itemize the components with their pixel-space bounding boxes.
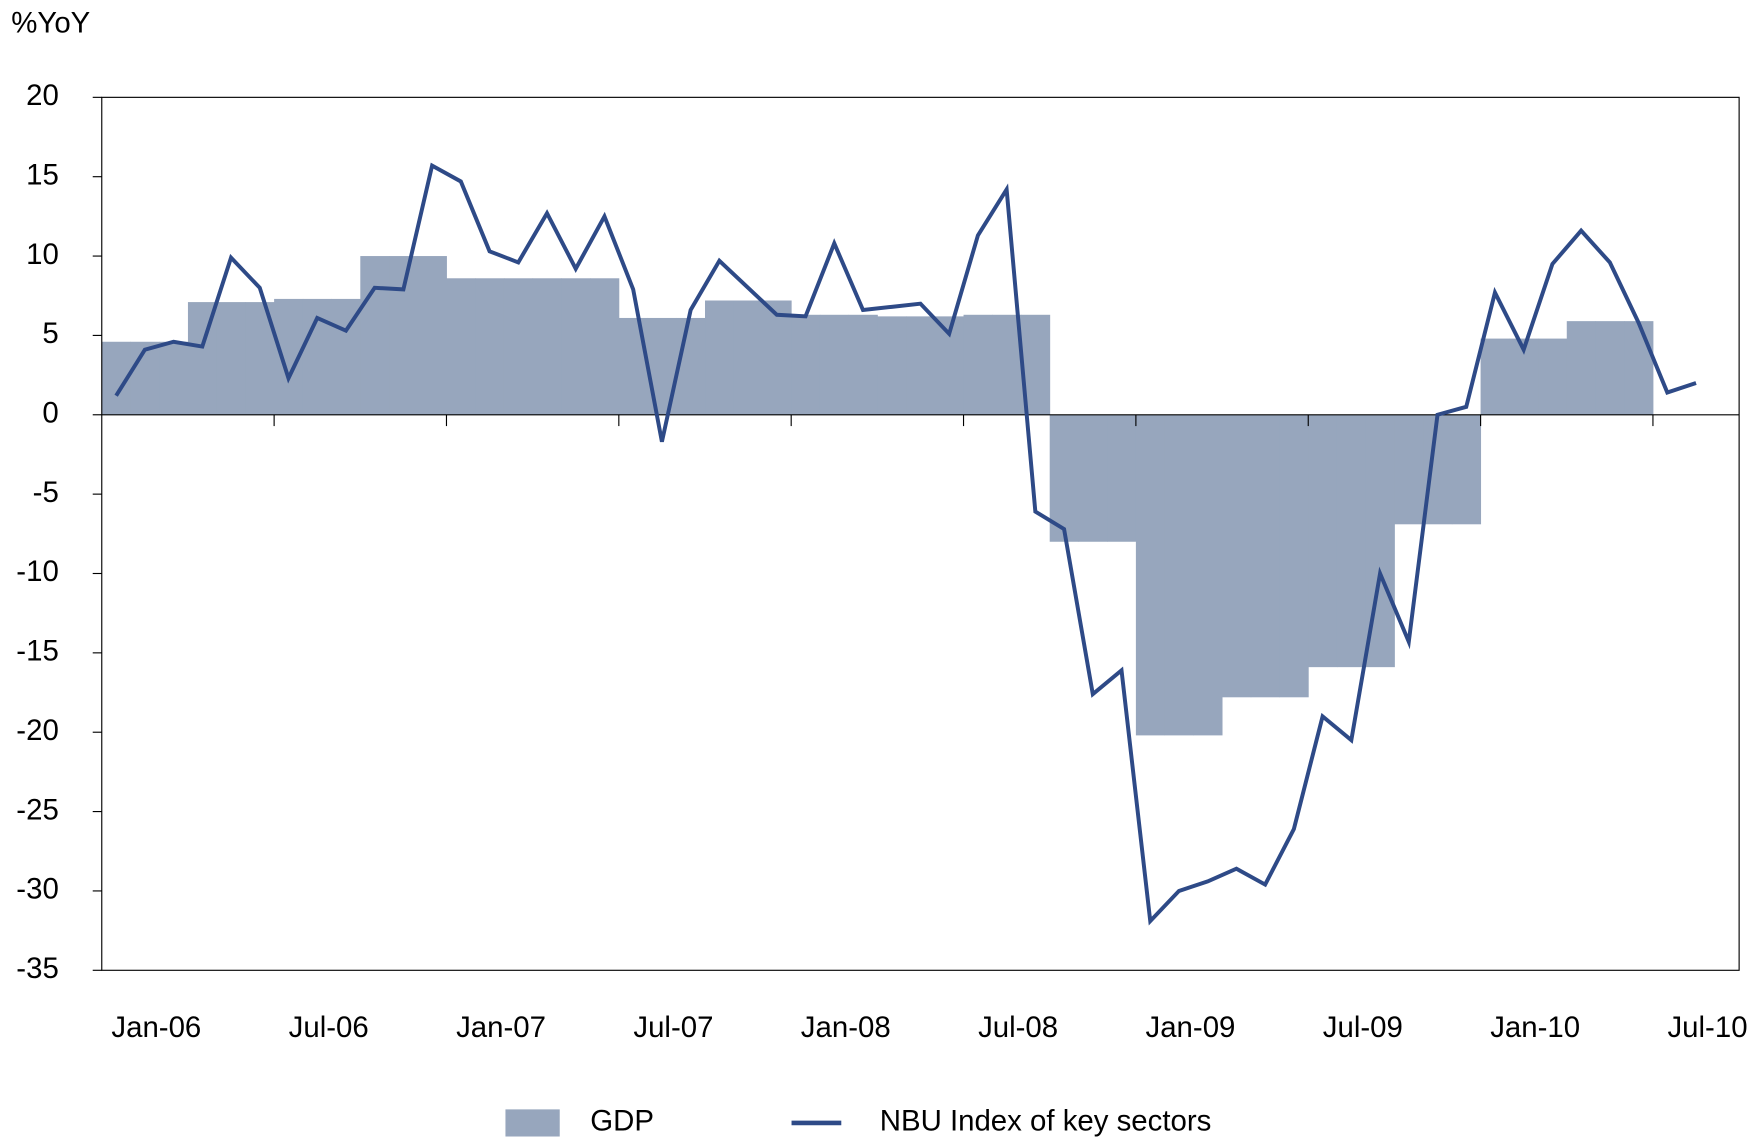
- x-tick-label: Jul-07: [633, 1011, 713, 1044]
- bar: [848, 314, 878, 415]
- x-tick-label: Jan-09: [1146, 1011, 1236, 1044]
- bar: [159, 341, 189, 415]
- x-tick-label: Jan-06: [111, 1011, 201, 1044]
- y-tick-label: -25: [16, 793, 58, 826]
- x-tick-label: Jan-07: [456, 1011, 546, 1044]
- y-axis-label: %YoY: [11, 7, 90, 40]
- bar: [1164, 414, 1194, 736]
- bar: [417, 256, 447, 415]
- bar: [906, 316, 936, 415]
- y-tick-label: -30: [16, 873, 58, 906]
- bar: [1566, 321, 1596, 415]
- plot-frame: [101, 96, 1740, 971]
- bar: [1394, 414, 1424, 525]
- bar: [1624, 321, 1654, 415]
- bar: [618, 317, 649, 415]
- y-tick-label: -35: [16, 952, 58, 985]
- x-tick-label: Jul-10: [1667, 1011, 1747, 1044]
- bar: [1193, 414, 1223, 736]
- bar: [1135, 414, 1166, 736]
- bar: [877, 316, 907, 415]
- legend-label: NBU Index of key sectors: [880, 1105, 1212, 1138]
- bar: [475, 278, 505, 415]
- y-tick-label: 15: [26, 158, 59, 191]
- legend-swatch: [505, 1109, 560, 1137]
- bar: [360, 256, 390, 415]
- bar: [503, 278, 534, 415]
- line: [114, 162, 1697, 926]
- bar: [1538, 338, 1568, 415]
- y-tick-label: 0: [42, 397, 58, 430]
- y-tick-label: -5: [33, 476, 59, 509]
- x-tick-label: Jul-08: [978, 1011, 1058, 1044]
- bar: [762, 300, 792, 415]
- x-tick-label: Jan-10: [1490, 1011, 1580, 1044]
- bar: [1279, 414, 1309, 698]
- bar: [1595, 321, 1625, 415]
- bar: [676, 317, 706, 415]
- bar: [130, 341, 160, 415]
- bar: [561, 278, 591, 415]
- legend-label: GDP: [590, 1105, 654, 1138]
- bar: [1451, 414, 1482, 525]
- x-tick-label: Jul-09: [1323, 1011, 1403, 1044]
- bar: [733, 300, 763, 415]
- bar: [590, 278, 620, 415]
- y-tick-label: -10: [16, 555, 58, 588]
- bar: [992, 314, 1022, 415]
- bar: [1107, 414, 1137, 542]
- bar: [532, 278, 562, 415]
- y-tick-label: 20: [26, 79, 59, 112]
- bar: [963, 314, 993, 415]
- y-tick-label: 10: [26, 238, 59, 271]
- bar: [1423, 414, 1453, 525]
- bar: [791, 314, 821, 415]
- y-tick-label: 5: [42, 317, 58, 350]
- bar: [446, 278, 476, 415]
- bar: [1250, 414, 1280, 698]
- x-tick-label: Jan-08: [801, 1011, 891, 1044]
- bar: [1336, 414, 1367, 668]
- bar: [705, 300, 735, 415]
- y-tick-label: -20: [16, 714, 58, 747]
- bar: [1049, 414, 1079, 542]
- bar: [216, 302, 246, 415]
- bar: [1222, 414, 1252, 698]
- bar: [1078, 414, 1108, 542]
- bar: [1308, 414, 1338, 668]
- bar: [1480, 338, 1510, 415]
- x-tick-label: Jul-06: [289, 1011, 369, 1044]
- y-tick-label: -15: [16, 635, 58, 668]
- bar: [819, 314, 850, 415]
